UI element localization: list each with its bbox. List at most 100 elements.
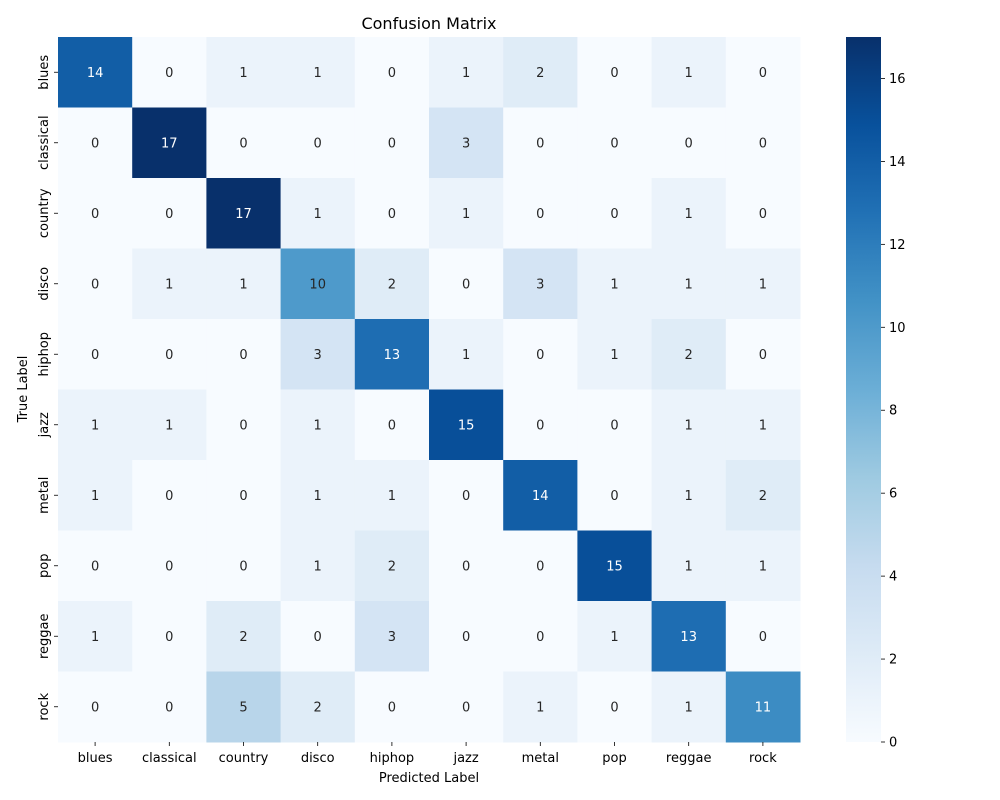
- heatmap-cell: [503, 460, 578, 531]
- cell-value-label: 0: [610, 418, 618, 433]
- heatmap-cell: [725, 178, 801, 249]
- cell-value-label: 0: [91, 277, 99, 292]
- y-axis-ticks: blues classical country disco hiphop jazz meta…: [37, 55, 58, 721]
- cell-value-label: 2: [388, 277, 396, 292]
- heatmap-cell: [132, 178, 207, 249]
- heatmap-cell: [503, 107, 578, 179]
- heatmap-cell: [58, 319, 133, 390]
- cell-value-label: 0: [388, 418, 396, 433]
- cell-value-label: 0: [759, 66, 767, 81]
- cell-value-label: 1: [610, 348, 618, 363]
- heatmap-cell: [354, 389, 430, 461]
- heatmap-cell: [429, 601, 504, 672]
- heatmap-cell: [725, 107, 801, 179]
- cell-value-label: 1: [610, 630, 618, 645]
- heatmap-cell: [206, 601, 282, 672]
- y-tick-label: pop: [37, 554, 52, 578]
- cell-value-label: 1: [91, 630, 99, 645]
- x-tick-label: metal: [522, 751, 559, 766]
- cell-value-label: 0: [314, 136, 322, 151]
- x-tick-label: country: [219, 751, 269, 766]
- cell-value-label: 0: [759, 136, 767, 151]
- cell-value-label: 1: [685, 207, 693, 222]
- cell-value-label: 0: [610, 66, 618, 81]
- cell-value-label: 1: [685, 700, 693, 715]
- colorbar-tick-label: 2: [889, 653, 897, 668]
- heatmap-cell: [132, 319, 207, 390]
- heatmap-cell: [354, 107, 430, 179]
- heatmap-cell: [577, 37, 653, 108]
- cell-value-label: 0: [388, 136, 396, 151]
- y-tick-label: hiphop: [37, 332, 52, 377]
- cell-value-label: 5: [239, 700, 247, 715]
- y-tick-label: jazz: [37, 412, 52, 438]
- cell-value-label: 14: [87, 66, 104, 81]
- heatmap-cell: [725, 248, 801, 320]
- cell-value-label: 1: [685, 277, 693, 292]
- cell-value-label: 1: [536, 700, 544, 715]
- cell-value-label: 0: [610, 700, 618, 715]
- heatmap-cell: [725, 601, 801, 672]
- cell-value-label: 0: [239, 559, 247, 574]
- cell-value-label: 1: [239, 66, 247, 81]
- heatmap-cell: [354, 37, 430, 108]
- heatmap-cell: [429, 671, 504, 743]
- heatmap-cell: [206, 460, 282, 531]
- heatmap-cells: [58, 37, 801, 743]
- cell-value-label: 0: [91, 559, 99, 574]
- cell-value-label: 2: [685, 348, 693, 363]
- cell-value-label: 1: [462, 207, 470, 222]
- heatmap-cell: [429, 178, 504, 249]
- cell-value-label: 2: [239, 630, 247, 645]
- y-tick-label: blues: [37, 55, 52, 90]
- cell-value-label: 0: [165, 66, 173, 81]
- heatmap-cell: [58, 248, 133, 320]
- cell-value-label: 15: [458, 418, 475, 433]
- y-tick-label: metal: [37, 477, 52, 514]
- heatmap-cell: [651, 107, 727, 179]
- heatmap-cell: [577, 671, 653, 743]
- heatmap-cell: [132, 671, 207, 743]
- colorbar-tick-label: 0: [889, 736, 897, 751]
- cell-value-label: 1: [388, 489, 396, 504]
- heatmap-cell: [429, 319, 504, 390]
- colorbar-tick-label: 10: [889, 321, 906, 336]
- cell-value-label: 0: [165, 630, 173, 645]
- cell-value-label: 0: [462, 559, 470, 574]
- cell-value-label: 2: [388, 559, 396, 574]
- cell-value-label: 1: [685, 418, 693, 433]
- cell-value-label: 0: [462, 700, 470, 715]
- colorbar-tick-label: 16: [889, 72, 906, 87]
- heatmap-cell: [58, 37, 133, 108]
- heatmap-cell: [725, 37, 801, 108]
- cell-value-label: 17: [161, 136, 178, 151]
- heatmap-cell: [58, 460, 133, 531]
- heatmap-cell: [58, 601, 133, 672]
- heatmap-cell: [577, 248, 653, 320]
- heatmap-cell: [651, 671, 727, 743]
- heatmap-cell: [429, 248, 504, 320]
- cell-value-label: 2: [536, 66, 544, 81]
- cell-value-label: 1: [314, 559, 322, 574]
- cell-value-label: 0: [165, 559, 173, 574]
- cell-value-label: 0: [610, 207, 618, 222]
- heatmap-cell: [206, 530, 282, 602]
- cell-value-label: 0: [536, 559, 544, 574]
- cell-value-label: 10: [309, 277, 326, 292]
- cell-value-label: 0: [536, 630, 544, 645]
- cell-value-label: 0: [685, 136, 693, 151]
- heatmap-cell: [577, 178, 653, 249]
- cell-value-label: 0: [165, 489, 173, 504]
- cell-value-label: 0: [165, 700, 173, 715]
- heatmap-cell: [354, 601, 430, 672]
- cell-value-label: 13: [680, 630, 697, 645]
- cell-value-label: 0: [91, 700, 99, 715]
- heatmap-cell: [132, 530, 207, 602]
- cell-value-label: 1: [91, 418, 99, 433]
- cell-value-label: 0: [759, 207, 767, 222]
- heatmap-cell: [651, 530, 727, 602]
- cell-value-label: 1: [685, 559, 693, 574]
- cell-value-label: 11: [755, 700, 772, 715]
- x-axis-label: Predicted Label: [379, 771, 479, 786]
